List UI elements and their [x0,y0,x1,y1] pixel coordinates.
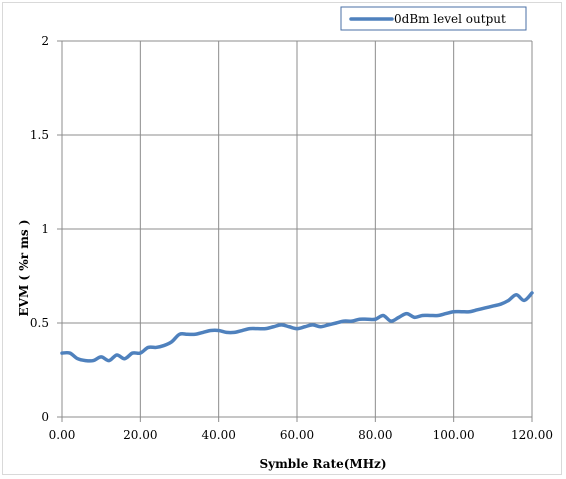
y-axis-ticks: 0 0.5 1 1.5 2 [30,34,62,424]
x-tick-label: 40.00 [201,428,235,442]
x-tick-label: 0.00 [49,428,76,442]
legend-box [340,6,527,31]
y-tick-label: 2 [41,34,49,48]
y-tick-label: 0.5 [30,316,49,330]
x-tick-label: 100.00 [433,428,475,442]
x-axis-title: Symble Rate(MHz) [259,457,386,471]
y-axis-title: EVM ( %r ms ) [17,220,31,317]
grid-lines [62,40,533,417]
x-axis-ticks: 0.00 20.00 40.00 60.00 80.00 100.00 120.00 [49,417,553,442]
y-tick-label: 1 [41,222,49,236]
x-tick-label: 20.00 [123,428,157,442]
x-tick-label: 120.00 [511,428,553,442]
series-line-0 [60,291,534,363]
legend-label: 0dBm level output [394,12,506,26]
chart-frame [2,2,562,475]
legend: 0dBm level output [340,6,527,31]
y-tick-label: 0 [41,410,49,424]
y-tick-label: 1.5 [30,128,49,142]
series-lines [60,291,534,363]
x-tick-label: 80.00 [358,428,392,442]
x-tick-label: 60.00 [280,428,314,442]
